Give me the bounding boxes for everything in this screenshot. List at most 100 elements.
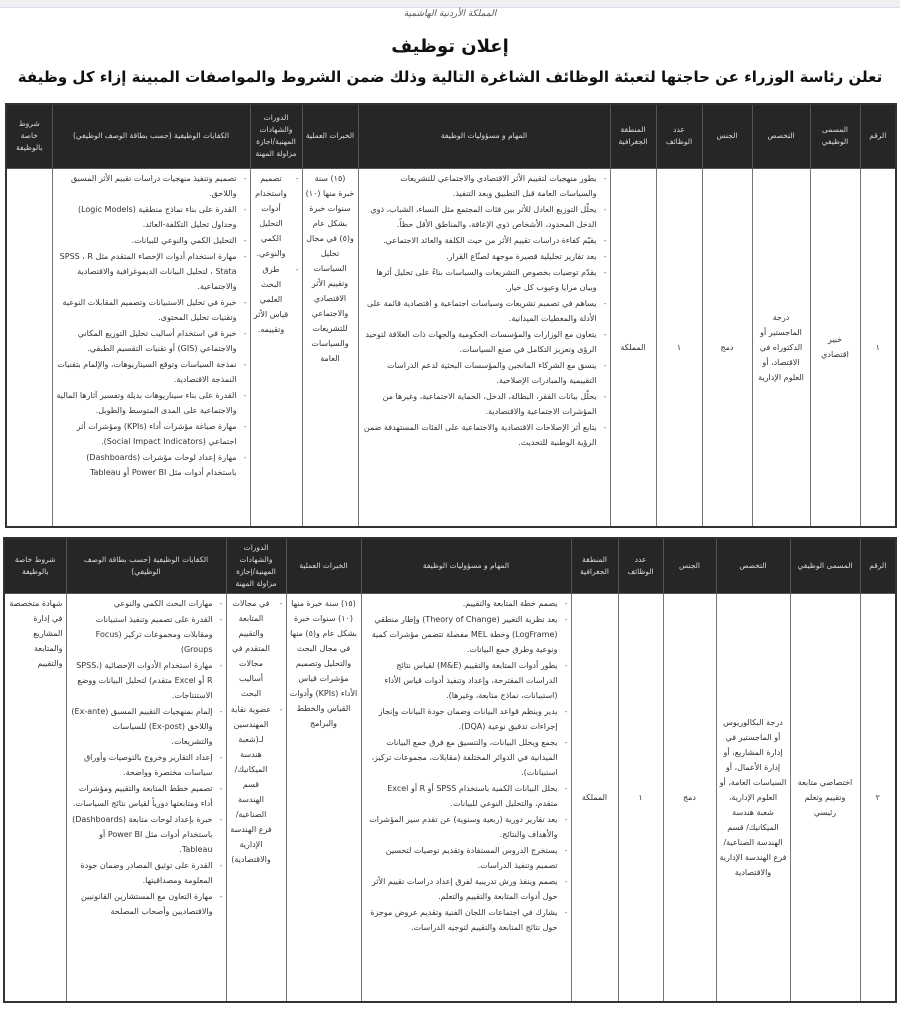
header-gender: الجنس <box>701 103 753 169</box>
list-item: مهارة صياغة مؤشرات أداء (KPIs) ومؤشرات أ… <box>56 419 247 449</box>
header-specialization: التخصص <box>715 537 791 594</box>
header-job-title: المسمى الوظيفي <box>789 537 861 594</box>
cell-courses: تصميم واستخدام أدوات التحليل الكمي والنو… <box>249 167 303 528</box>
list-item: القدرة على توثيق المصادر وضمان جودة المع… <box>70 858 223 888</box>
cell-job-title: خبير اقتصادي <box>809 167 861 528</box>
list-item: يستخرج الدروس المستفادة وتقديم توصيات لت… <box>365 843 568 873</box>
list-item: تصميم خطط المتابعة والتقييم ومؤشرات أداء… <box>70 781 223 811</box>
list-item: يقيّم كفاءة دراسات تقييم الأثر من حيث ال… <box>362 233 607 248</box>
page-title: إعلان توظيف <box>391 36 509 57</box>
list-item: يعد تقارير دورية (ربعية وسنوية) عن تقدم … <box>365 812 568 842</box>
competencies-list: تصميم وتنفيذ منهجيات دراسات تقييم الأثر … <box>56 171 247 480</box>
cell-special-conditions: شهادة متخصصة في إدارة المشاريع والمتابعة… <box>3 592 67 1003</box>
header-count: عدد الوظائف <box>655 103 703 169</box>
cell-duties: يصمم خطة المتابعة والتقييم.يعد نظرية الت… <box>360 592 572 1003</box>
courses-list: تصميم واستخدام أدوات التحليل الكمي والنو… <box>254 171 299 337</box>
list-item: يتابع أثر الإصلاحات الاقتصادية والاجتماع… <box>362 420 607 450</box>
list-item: مهارات البحث الكمي والنوعي <box>70 596 223 611</box>
header-competencies: الكفايات الوظيفية (حسب بطاقة الوصف الوظي… <box>51 103 251 169</box>
cell-number: ١ <box>859 167 897 528</box>
header-region: المنطقة الجغرافية <box>570 537 619 594</box>
duties-list: يصمم خطة المتابعة والتقييم.يعد نظرية الت… <box>365 596 568 935</box>
logo-calligraphy: المملكة الأردنية الهاشمية <box>403 9 497 19</box>
list-item: نمذجة السياسات وتوقع السيناريوهات، والإل… <box>56 357 247 387</box>
list-item: ينسق مع الشركاء المانحين والمؤسسات البحث… <box>362 358 607 388</box>
cell-count: ١ <box>617 592 664 1003</box>
header-experience: الخبرات العملية <box>285 537 362 594</box>
table-row: ٢ اختصاصي متابعة وتقييم وتعلم رئيسي درجة… <box>3 592 897 1003</box>
list-item: في مجالات المتابعة والتقييم المتقدم في م… <box>230 596 282 701</box>
header-region: المنطقة الجغرافية <box>609 103 657 169</box>
competencies-list: مهارات البحث الكمي والنوعيالقدرة على تصم… <box>70 596 223 919</box>
viewer-top-bar <box>0 0 900 8</box>
header-courses: الدورات والشهادات المهنية/اجازة مزاولة ا… <box>249 103 303 169</box>
list-item: القدرة على بناء سيناريوهات بديلة وتفسير … <box>56 388 247 418</box>
cell-courses: في مجالات المتابعة والتقييم المتقدم في م… <box>225 592 287 1003</box>
list-item: يعد نظرية التغيير (Theory of Change) وإط… <box>365 612 568 657</box>
list-item: التحليل الكمي والنوعي للبيانات. <box>56 233 247 248</box>
table-header-row: الرقم المسمى الوظيفي التخصص الجنس عدد ال… <box>3 537 897 594</box>
cell-competencies: تصميم وتنفيذ منهجيات دراسات تقييم الأثر … <box>51 167 251 528</box>
cell-region: المملكة <box>570 592 619 1003</box>
header-duties: المهام و مسؤوليات الوظيفة <box>360 537 572 594</box>
list-item: عضوية نقابة المهندسين لـ(شعبة هندسة المي… <box>230 702 282 867</box>
header-job-title: المسمى الوظيفي <box>809 103 861 169</box>
header-competencies: الكفايات الوظيفية (حسب بطاقة الوصف الوظي… <box>65 537 227 594</box>
list-item: مهارة استخدام أدوات الإحصاء المتقدم مثل … <box>56 249 247 294</box>
cell-experience: (١٥) سنة خبرة منها (١٠) سنوات خبرة بشكل … <box>285 592 362 1003</box>
list-item: يجمع ويحلل البيانات، والتنسيق مع فرق جمع… <box>365 735 568 780</box>
list-item: خبرة في تحليل الاستبيانات وتصميم المقابل… <box>56 295 247 325</box>
header-courses: الدورات والشهادات المهنية/إجازة مزاولة ا… <box>225 537 287 594</box>
list-item: يشارك في اجتماعات اللجان الفنية وتقديم ع… <box>365 905 568 935</box>
list-item: خبرة في استخدام أساليب تحليل التوزيع الم… <box>56 326 247 356</box>
header-number: الرقم <box>859 537 897 594</box>
header-count: عدد الوظائف <box>617 537 664 594</box>
header-experience: الخبرات العملية <box>301 103 359 169</box>
list-item: إعداد التقارير وخروج بالتوصيات وأوراق سي… <box>70 750 223 780</box>
cell-number: ٢ <box>859 592 897 1003</box>
duties-list: يطور منهجيات لتقييم الأثر الاقتصادي والا… <box>362 171 607 450</box>
cell-special-conditions <box>5 167 53 528</box>
list-item: تصميم واستخدام أدوات التحليل الكمي والنو… <box>254 171 298 261</box>
list-item: مهارة إعداد لوحات مؤشرات (Dashboards) با… <box>56 450 247 480</box>
list-item: يتعاون مع الوزارات والمؤسسات الحكومية وا… <box>362 327 607 357</box>
cell-specialization: درجة البكالوريوس أو الماجستير في إدارة ا… <box>715 592 791 1003</box>
cell-competencies: مهارات البحث الكمي والنوعيالقدرة على تصم… <box>65 592 227 1003</box>
job-table-2: الرقم المسمى الوظيفي التخصص الجنس عدد ال… <box>3 537 897 1003</box>
list-item: القدرة على بناء نماذج منطقية (Logic Mode… <box>56 202 247 232</box>
table-row: ١ خبير اقتصادي درجة الماجستير أو الدكتور… <box>5 167 897 528</box>
list-item: إلمام بمنهجيات التقييم المسبق (Ex-ante) … <box>70 704 223 749</box>
list-item: يحلل البيانات الكمية باستخدام SPSS أو R … <box>365 781 568 811</box>
cell-gender: دمج <box>701 167 753 528</box>
list-item: يساهم في تصميم تشريعات وسياسات اجتماعية … <box>362 296 607 326</box>
header-special-conditions: شروط خاصة بالوظيفة <box>3 537 67 594</box>
list-item: مهارة استخدام الأدوات الإحصائية (SPSS، R… <box>70 658 223 703</box>
cell-duties: يطور منهجيات لتقييم الأثر الاقتصادي والا… <box>357 167 611 528</box>
list-item: طرق البحث العلمي قياس الأثر وتقييمه. <box>254 262 299 337</box>
header-specialization: التخصص <box>751 103 811 169</box>
list-item: يطور أدوات المتابعة والتقييم (M&E) لقياس… <box>365 658 568 703</box>
list-item: يدير وينظم قواعد البيانات وضمان جودة الب… <box>365 704 568 734</box>
header-special-conditions: شروط خاصة بالوظيفة <box>5 103 53 169</box>
list-item: خبرة بإعداد لوحات متابعة (Dashboards) با… <box>70 812 223 857</box>
list-item: يحلّل بيانات الفقر، البطالة، الدخل، الحم… <box>362 389 607 419</box>
list-item: يصمم وينفذ ورش تدريبية لفرق إعداد دراسات… <box>365 874 568 904</box>
cell-job-title: اختصاصي متابعة وتقييم وتعلم رئيسي <box>789 592 861 1003</box>
list-item: مهارة التعاون مع المستشارين القانونيين و… <box>70 889 223 919</box>
list-item: يطور منهجيات لتقييم الأثر الاقتصادي والا… <box>362 171 607 201</box>
cell-experience: (١٥) سنة خبرة منها (١٠) سنوات خبرة بشكل … <box>301 167 359 528</box>
list-item: يعد تقارير تحليلية قصيرة موجهة لصنّاع ال… <box>362 249 607 264</box>
header-duties: المهام و مسؤوليات الوظيفة <box>357 103 611 169</box>
cell-region: المملكة <box>609 167 657 528</box>
cell-gender: دمج <box>662 592 717 1003</box>
list-item: يقدّم توصيات بخصوص التشريعات والسياسات ب… <box>362 265 607 295</box>
list-item: يصمم خطة المتابعة والتقييم. <box>365 596 568 611</box>
page-subtitle: تعلن رئاسة الوزراء عن حاجتها لتعبئة الوظ… <box>17 68 883 86</box>
list-item: تصميم وتنفيذ منهجيات دراسات تقييم الأثر … <box>56 171 247 201</box>
table-header-row: الرقم المسمى الوظيفي التخصص الجنس عدد ال… <box>5 103 897 169</box>
list-item: القدرة على تصميم وتنفيذ استبيانات ومقابل… <box>70 612 223 657</box>
courses-list: في مجالات المتابعة والتقييم المتقدم في م… <box>230 596 282 867</box>
job-table-1: الرقم المسمى الوظيفي التخصص الجنس عدد ال… <box>5 103 897 528</box>
cell-specialization: درجة الماجستير أو الدكتوراه في الاقتصاد،… <box>751 167 811 528</box>
list-item: يحلّل التوزيع العادل للأثر بين فئات المج… <box>362 202 607 232</box>
